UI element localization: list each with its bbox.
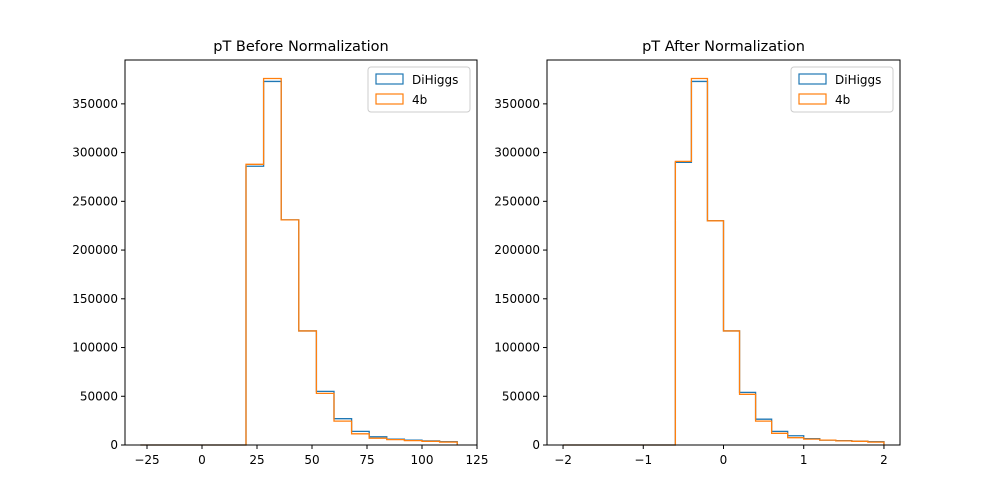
y-tick-label: 300000 <box>72 146 118 160</box>
y-tick-label: 0 <box>110 438 118 452</box>
chart-panel-after-normalization: pT After Normalization −2 −1 0 1 2 0 50000 10000… <box>494 39 901 467</box>
histogram-series-4b <box>563 77 885 446</box>
legend-swatch-4b <box>798 93 827 105</box>
legend-label-4b: 4b <box>412 93 427 107</box>
x-tick-label: 25 <box>249 453 264 467</box>
legend-swatch-dihiggs <box>375 73 404 85</box>
legend: DiHiggs 4b <box>790 66 894 113</box>
y-tick-label: 350000 <box>494 97 540 111</box>
y-tick-label: 200000 <box>72 243 118 257</box>
legend-swatch-4b <box>375 93 404 105</box>
x-tick-label: 0 <box>720 453 728 467</box>
y-tick-label: 50000 <box>80 389 118 403</box>
y-tick-label: 250000 <box>494 194 540 208</box>
chart-title: pT Before Normalization <box>213 39 388 55</box>
legend-swatch-dihiggs <box>798 73 827 85</box>
chart-title: pT After Normalization <box>642 39 805 55</box>
x-tick-label: 1 <box>800 453 808 467</box>
x-tick-label: 0 <box>198 453 206 467</box>
y-tick-label: 100000 <box>494 341 540 355</box>
legend: DiHiggs 4b <box>367 66 471 113</box>
y-tick-label: 150000 <box>494 292 540 306</box>
legend-label-dihiggs: DiHiggs <box>412 73 458 87</box>
y-tick-label: 250000 <box>72 194 118 208</box>
y-tick-label: 200000 <box>494 243 540 257</box>
histogram-series-4b <box>140 77 458 446</box>
legend-frame <box>367 66 471 113</box>
legend-label-4b: 4b <box>835 93 850 107</box>
x-tick-label: −1 <box>634 453 652 467</box>
x-tick-label: −2 <box>554 453 572 467</box>
axes-frame <box>124 59 478 446</box>
y-tick-label: 350000 <box>72 97 118 111</box>
x-tick-label: 125 <box>466 453 489 467</box>
x-tick-label: 2 <box>880 453 888 467</box>
legend-frame <box>790 66 894 113</box>
y-tick-label: 150000 <box>72 292 118 306</box>
x-tick-label: −25 <box>134 453 159 467</box>
x-tick-label: 75 <box>359 453 374 467</box>
legend-label-dihiggs: DiHiggs <box>835 73 881 87</box>
y-tick-label: 300000 <box>494 146 540 160</box>
x-tick-label: 100 <box>411 453 434 467</box>
y-tick-label: 100000 <box>72 341 118 355</box>
y-tick-label: 0 <box>532 438 540 452</box>
chart-panel-before-normalization: pT Before Normalization −25 0 25 50 75 100 125 0… <box>72 39 488 467</box>
y-tick-label: 50000 <box>502 389 540 403</box>
x-tick-label: 50 <box>304 453 319 467</box>
